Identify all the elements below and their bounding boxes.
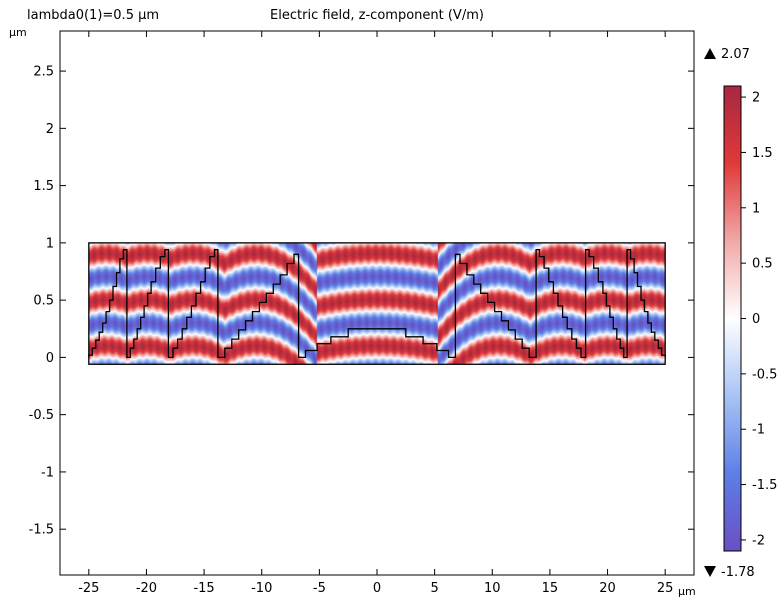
structure-outline bbox=[88, 249, 666, 359]
colorbar-tick-label: 1 bbox=[752, 201, 760, 216]
y-tick-label: -1 bbox=[41, 465, 54, 480]
y-tick-label: -1.5 bbox=[29, 523, 54, 538]
colorbar-tick-label: 1.5 bbox=[752, 146, 773, 161]
y-tick-label: -0.5 bbox=[29, 408, 54, 423]
y-tick-label: 2.5 bbox=[33, 65, 54, 80]
y-tick-label: 0 bbox=[46, 351, 54, 366]
y-tick-label: 1 bbox=[46, 236, 54, 251]
x-tick-label: 15 bbox=[542, 581, 559, 596]
max-marker-icon bbox=[704, 48, 716, 59]
x-tick-label: 25 bbox=[657, 581, 674, 596]
y-tick-label: 1.5 bbox=[33, 179, 54, 194]
colorbar-ticks: 2 1.5 1 0.5 0 -0.5 -1 -1.5 -2 bbox=[741, 91, 777, 548]
x-tick-label: -10 bbox=[251, 581, 272, 596]
colorbar-tick-label: -2 bbox=[752, 533, 765, 548]
x-tick-label: -5 bbox=[313, 581, 326, 596]
colorbar-tick-label: -1 bbox=[752, 423, 765, 438]
y-axis: -1.5 -1 -0.5 0 0.5 1 1.5 2 2.5 bbox=[29, 65, 694, 538]
plot-title: Electric field, z-component (V/m) bbox=[270, 8, 484, 23]
colorbar-max-label: 2.07 bbox=[721, 47, 750, 62]
colorbar-tick-label: 0 bbox=[752, 312, 760, 327]
domain-border bbox=[88, 242, 666, 365]
y-tick-label: 0.5 bbox=[33, 294, 54, 309]
field-heatmap bbox=[88, 242, 665, 364]
colorbar-tick-label: -0.5 bbox=[752, 367, 777, 382]
min-marker-icon bbox=[704, 566, 716, 577]
y-axis-unit: µm bbox=[9, 26, 27, 39]
x-tick-label: 20 bbox=[599, 581, 616, 596]
x-tick-label: 0 bbox=[373, 581, 381, 596]
x-axis-unit: µm bbox=[678, 585, 696, 598]
x-axis: -25 -20 -15 -10 -5 0 5 10 15 20 25 bbox=[78, 31, 673, 596]
parameter-label: lambda0(1)=0.5 µm bbox=[27, 8, 159, 23]
colorbar-min-label: -1.78 bbox=[721, 565, 755, 580]
x-tick-label: -20 bbox=[136, 581, 157, 596]
colorbar-tick-label: 0.5 bbox=[752, 257, 773, 272]
x-tick-label: -15 bbox=[193, 581, 214, 596]
x-tick-label: 10 bbox=[484, 581, 501, 596]
colorbar-tick-label: -1.5 bbox=[752, 478, 777, 493]
y-tick-label: 2 bbox=[46, 122, 54, 137]
field-raster bbox=[88, 242, 665, 364]
colorbar bbox=[723, 85, 742, 552]
colorbar-tick-label: 2 bbox=[752, 91, 760, 106]
x-tick-label: 5 bbox=[430, 581, 438, 596]
x-tick-label: -25 bbox=[78, 581, 99, 596]
